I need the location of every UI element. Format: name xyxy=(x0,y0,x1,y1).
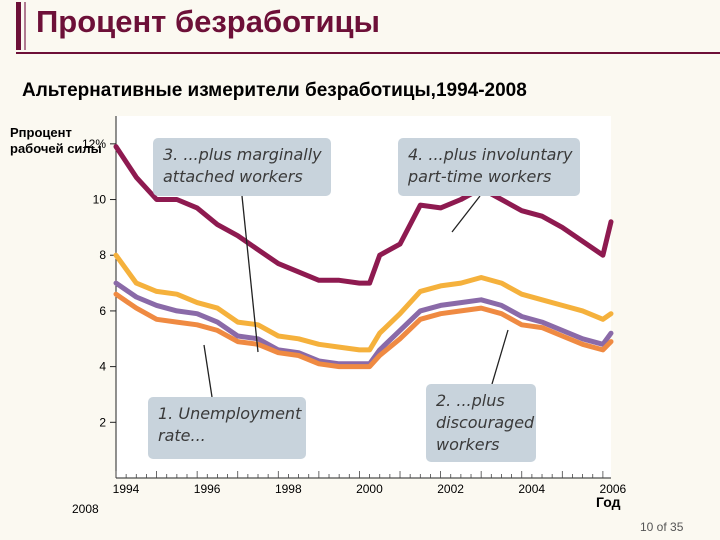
callout-text-u4: discouraged xyxy=(436,413,535,432)
callout-text-u6: 4. ...plus involuntary xyxy=(408,145,573,164)
callout-text-u5: attached workers xyxy=(163,167,303,186)
callout-box-u6 xyxy=(398,138,580,196)
callout-text-u4: 2. ...plus xyxy=(436,391,505,410)
x-tick-label: 2002 xyxy=(437,482,464,496)
callout-leader-u3 xyxy=(203,344,213,398)
callout-text-u6: part-time workers xyxy=(407,167,551,186)
y-tick-label: 12% xyxy=(82,137,106,151)
callout-text-u3: rate... xyxy=(158,426,206,445)
chart-subtitle: Альтернативные измерители безработицы,19… xyxy=(22,80,527,101)
y-tick-label: 8 xyxy=(99,248,106,262)
callout-leader-u4 xyxy=(491,329,509,385)
title-divider xyxy=(16,52,720,54)
y-tick-label: 2 xyxy=(99,415,106,429)
x-tick-label: 2006 xyxy=(600,482,627,496)
title-bar xyxy=(0,0,720,48)
x-tick-label: 1996 xyxy=(194,482,221,496)
stray-year-label: 2008 xyxy=(72,502,99,516)
y-tick-label: 4 xyxy=(99,360,106,374)
callout-text-u3: 1. Unemployment xyxy=(158,404,302,423)
callout-box-u3 xyxy=(148,397,306,459)
y-axis-label-line-2: рабочей силы xyxy=(10,141,102,156)
callout-leader-u5 xyxy=(241,195,259,353)
series-line-u6 xyxy=(113,144,614,286)
x-tick-label: 2004 xyxy=(518,482,545,496)
x-tick-label: 1994 xyxy=(113,482,140,496)
slide-title: Процент безработицы xyxy=(36,4,381,39)
callout-box-u5 xyxy=(153,138,331,196)
y-tick-label: 10 xyxy=(93,193,107,207)
x-axis-label: Год xyxy=(596,494,621,510)
series-line-u3 xyxy=(113,291,614,370)
series-line-u5 xyxy=(113,252,614,353)
callout-box-u4 xyxy=(426,384,536,462)
y-tick-label: 6 xyxy=(99,304,106,318)
title-accent-bar xyxy=(16,2,21,50)
y-axis-label: Рпроцент рабочей силы xyxy=(10,125,102,157)
title-accent-bar-thin xyxy=(24,2,26,50)
page-number: 10 of 35 xyxy=(640,520,684,534)
callout-text-u5: 3. ...plus marginally xyxy=(163,145,322,164)
x-tick-label: 2000 xyxy=(356,482,383,496)
callout-leader-u6 xyxy=(451,195,481,233)
callout-text-u4: workers xyxy=(436,435,499,454)
y-axis-label-line-1: Рпроцент xyxy=(10,125,72,140)
x-tick-label: 1998 xyxy=(275,482,302,496)
